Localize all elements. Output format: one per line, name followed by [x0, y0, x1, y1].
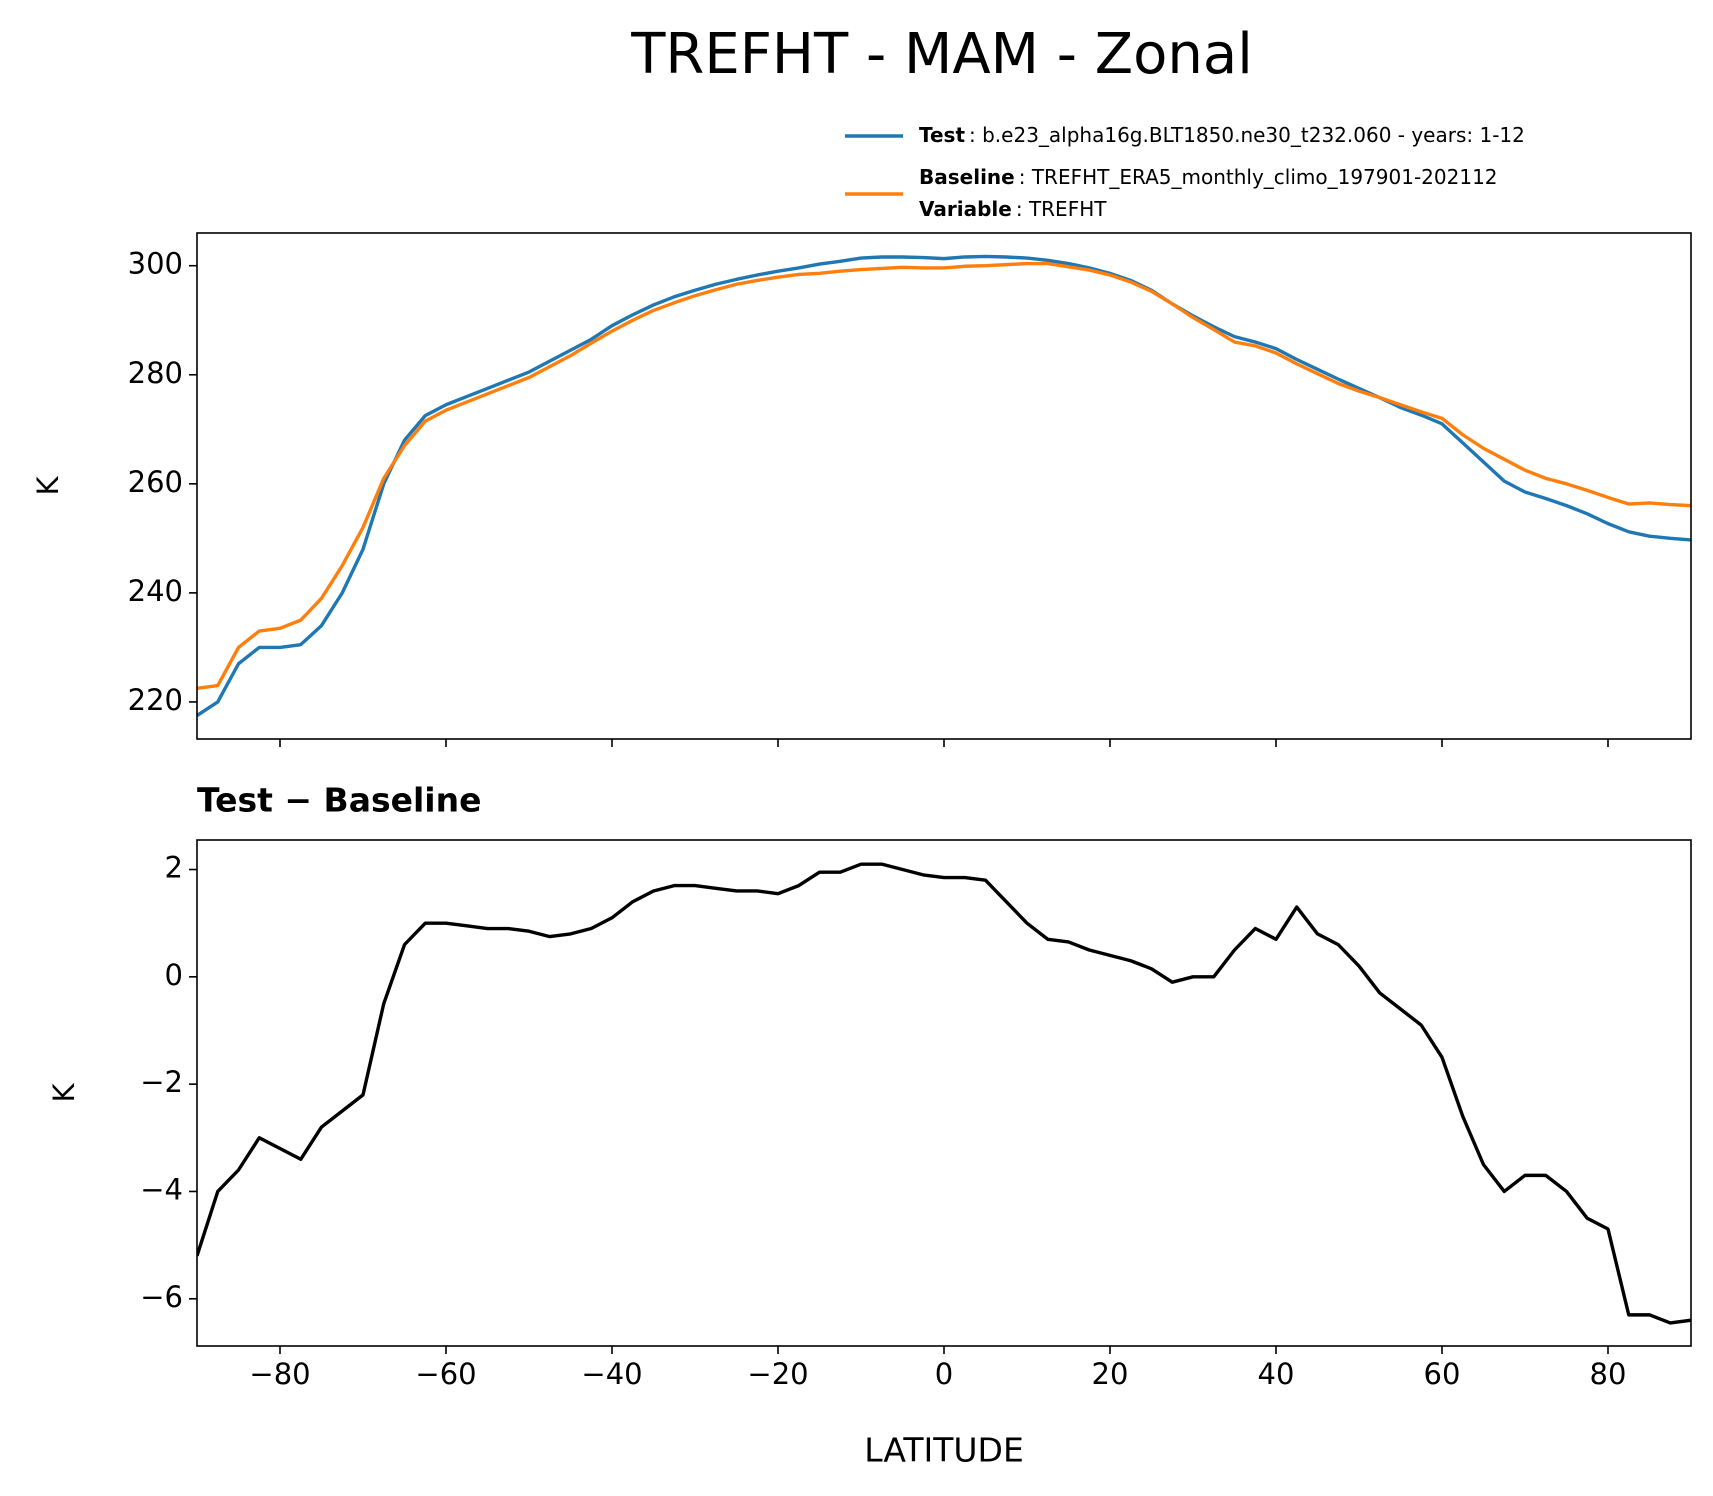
legend-entry: Test: b.e23_alpha16g.BLT1850.ne30_t232.0…	[919, 123, 1525, 147]
legend-variable-name: Variable	[919, 197, 1012, 221]
legend-detail: : TREFHT_ERA5_monthly_climo_197901-20211…	[1019, 165, 1498, 189]
axes-frame	[196, 839, 1692, 1347]
x-tick-label: 40	[1258, 1357, 1295, 1391]
y-tick-label: 0	[165, 958, 183, 992]
x-tick-label: −20	[747, 1357, 808, 1391]
axes-frame	[196, 232, 1692, 740]
axes-title: Test − Baseline	[197, 781, 482, 820]
figure-title: TREFHT - MAM - Zonal	[630, 22, 1253, 87]
data-line	[197, 254, 1691, 717]
y-tick-label: 280	[128, 356, 183, 390]
x-tick-label: −60	[415, 1357, 476, 1391]
legend-entry: Baseline: TREFHT_ERA5_monthly_climo_1979…	[919, 165, 1498, 189]
x-tick-label: −80	[249, 1357, 310, 1391]
y-tick-label: 300	[128, 247, 183, 281]
x-tick-label: 80	[1590, 1357, 1627, 1391]
y-axis-label: K	[31, 476, 65, 496]
legend-detail: : b.e23_alpha16g.BLT1850.ne30_t232.060 -…	[969, 123, 1525, 147]
legend-variable-detail: : TREFHT	[1016, 197, 1107, 221]
x-tick-label: 20	[1092, 1357, 1129, 1391]
x-tick-label: 60	[1424, 1357, 1461, 1391]
data-line	[197, 261, 1691, 690]
legend-name: Baseline	[919, 165, 1015, 189]
legend-variable: Variable: TREFHT	[919, 197, 1107, 221]
y-tick-label: 240	[128, 574, 183, 608]
y-tick-label: 220	[128, 683, 183, 717]
y-axis-label: K	[47, 1083, 81, 1103]
data-line	[197, 862, 1691, 1325]
y-tick-label: −4	[140, 1172, 183, 1206]
y-tick-label: 2	[165, 851, 183, 885]
x-tick-label: −40	[581, 1357, 642, 1391]
y-tick-label: 260	[128, 465, 183, 499]
x-tick-label: 0	[935, 1357, 953, 1391]
x-axis-label: LATITUDE	[864, 1431, 1024, 1470]
legend-name: Test	[919, 123, 965, 147]
y-tick-label: −2	[140, 1065, 183, 1099]
y-tick-label: −6	[140, 1280, 183, 1314]
